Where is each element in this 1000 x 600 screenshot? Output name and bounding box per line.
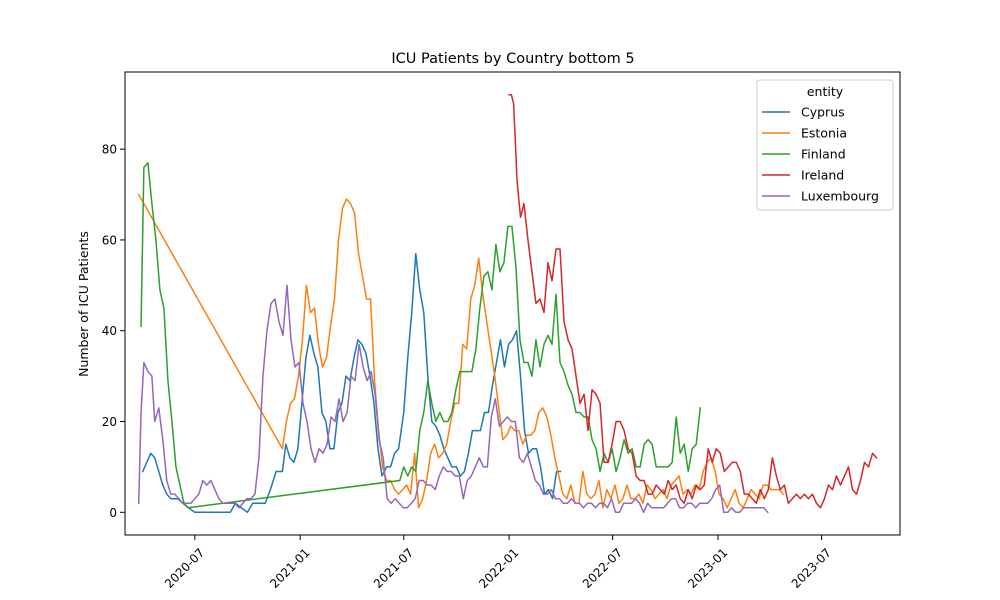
series-layer [137,93,878,514]
plot-frame [124,71,901,536]
x-tick-label: 2021-01 [267,546,312,591]
legend: entity Cyprus Estonia Finland Ireland Luxemb… [756,79,894,211]
chart-title: ICU Patients by Country bottom 5 [391,51,634,67]
series-line-finland [140,162,702,509]
legend-title: entity [807,84,844,99]
legend-label-finland: Finland [801,147,846,162]
y-axis-label: Number of ICU Patients [76,231,91,377]
series-line-cyprus [141,252,562,514]
y-tick-label: 0 [109,506,117,520]
y-axis: 0 20 40 60 80 [102,143,125,520]
x-tick-label: 2020-07 [162,546,207,591]
legend-frame [756,79,894,211]
x-tick-label: 2023-01 [685,546,730,591]
series-line-luxembourg [137,284,769,514]
x-tick-label: 2023-07 [789,546,834,591]
legend-label-ireland: Ireland [801,168,844,183]
x-axis: 2020-07 2021-01 2021-07 2022-01 2022-07 2023-… [162,535,834,591]
series-line-estonia [137,193,785,509]
legend-label-estonia: Estonia [801,126,847,141]
y-tick-label: 80 [102,143,117,157]
legend-label-cyprus: Cyprus [801,105,845,120]
y-tick-label: 40 [102,324,117,338]
x-tick-label: 2022-07 [580,546,625,591]
x-tick-label: 2021-07 [371,546,416,591]
y-tick-label: 60 [102,233,117,247]
series-line-ireland [508,93,878,509]
legend-label-luxembourg: Luxembourg [801,189,879,204]
x-tick-label: 2022-01 [476,546,521,591]
y-tick-label: 20 [102,415,117,429]
